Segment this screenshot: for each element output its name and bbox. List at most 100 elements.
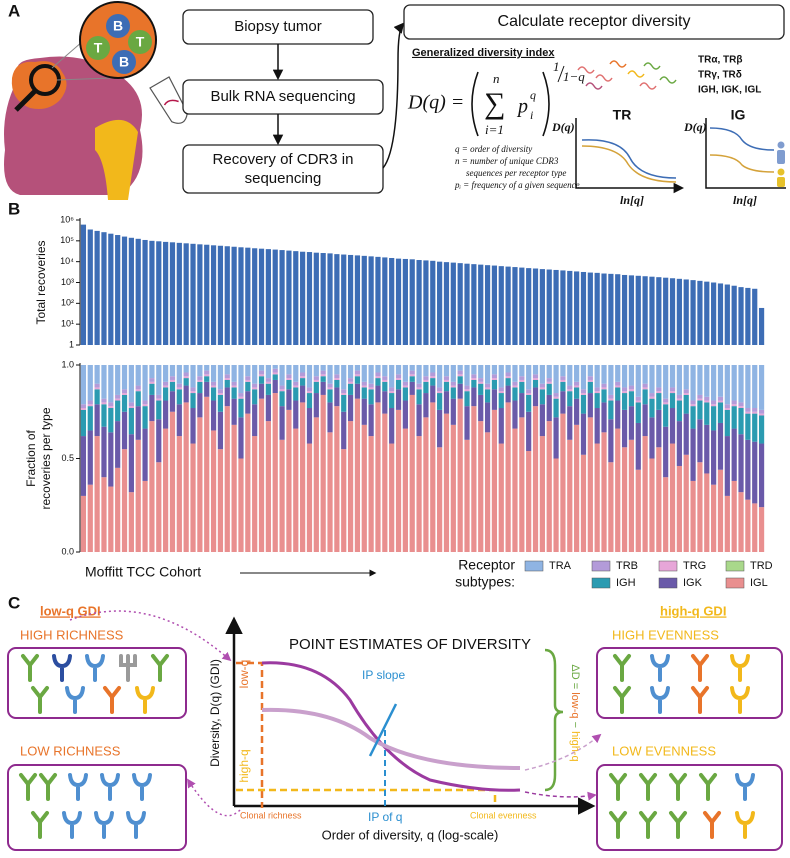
stack-segment [649,396,655,399]
stack-segment [553,417,559,459]
stack-segment [395,389,402,410]
stack-segment [320,370,326,375]
bar [724,284,730,345]
note: sequences per receptor type [466,168,566,178]
legend-swatch [591,577,611,589]
stack-segment [628,389,635,392]
stack-segment [635,396,641,401]
stack-segment [176,383,182,388]
stack-segment [361,385,367,388]
stack-segment [615,365,621,382]
bar [519,267,525,345]
bar [567,270,573,345]
stack-segment [621,391,628,394]
stack-segment [258,376,265,384]
stack-segment [649,393,655,397]
stack-segment [272,368,278,373]
bar [656,277,662,345]
stack-segment [258,365,265,371]
stack-segment [300,376,306,379]
bar [697,280,703,345]
stack-segment [341,449,347,552]
stack-segment [676,394,682,399]
stack-segment [669,443,676,552]
stack-segment [409,370,415,375]
stack-segment [265,383,271,395]
stack-segment [608,394,614,399]
note: q = order of diversity [455,144,532,154]
stack-segment [389,365,395,388]
bar [382,257,388,345]
bar [409,259,415,345]
bar [279,250,285,345]
legend-swatch [524,560,544,572]
legend-title: subtypes: [455,574,515,590]
stack-segment [286,409,292,552]
stack-segment [683,413,689,455]
bar [313,252,319,345]
mini-xlabel: ln[q] [733,193,757,207]
stack-segment [690,406,696,429]
stack-segment [313,376,319,380]
stack-segment [149,421,155,552]
bar [628,275,635,345]
receptor-types: IGH, IGK, IGL [698,85,761,96]
stack-segment [587,379,593,382]
stack-segment [443,413,450,552]
stack-segment [724,409,730,437]
stack-segment [649,458,655,552]
stack-segment [437,365,443,388]
stack-segment [306,391,313,394]
mini-xlabel: ln[q] [620,193,644,207]
stack-segment [690,365,696,401]
stack-segment [142,404,148,407]
stack-segment [402,428,408,552]
stack-segment [635,402,641,423]
stack-segment [293,385,299,388]
stack-segment [238,393,244,397]
stack-segment [334,387,340,407]
stack-segment [306,408,313,444]
stack-segment [217,411,224,450]
stack-segment [752,365,758,409]
stack-segment [574,385,580,388]
stack-segment [313,365,319,377]
arrow [382,22,405,169]
stack-segment [279,439,285,552]
stack-segment [608,365,614,395]
bar [416,260,422,345]
high-gdi-title: high-q GDI [660,603,726,618]
stack-segment [752,503,758,552]
stack-segment [608,462,614,552]
stack-segment [443,376,450,380]
stack-segment [252,365,258,384]
stack-segment [669,365,676,388]
stack-segment [697,365,703,395]
stack-segment [94,389,100,405]
stack-segment [149,381,155,384]
stack-segment [176,436,182,552]
stack-segment [163,428,169,552]
stack-segment [80,408,87,410]
stack-segment [628,439,635,552]
stack-segment [128,434,134,493]
stack-segment [293,387,299,401]
stack-segment [437,393,443,410]
stack-segment [690,480,696,552]
stack-segment [546,421,552,552]
stack-segment [505,376,511,379]
stack-segment [128,365,134,403]
stack-segment [382,365,388,377]
stack-segment [128,406,134,409]
stack-segment [272,379,278,394]
stack-segment [478,394,484,422]
stack-segment [498,408,504,444]
stack-segment [135,385,141,390]
stack-segment [505,402,511,552]
stack-segment [717,400,724,403]
bar [430,260,436,345]
stack-segment [279,389,285,392]
stack-segment [231,385,237,388]
stack-segment [306,365,313,388]
stack-segment [361,381,367,386]
